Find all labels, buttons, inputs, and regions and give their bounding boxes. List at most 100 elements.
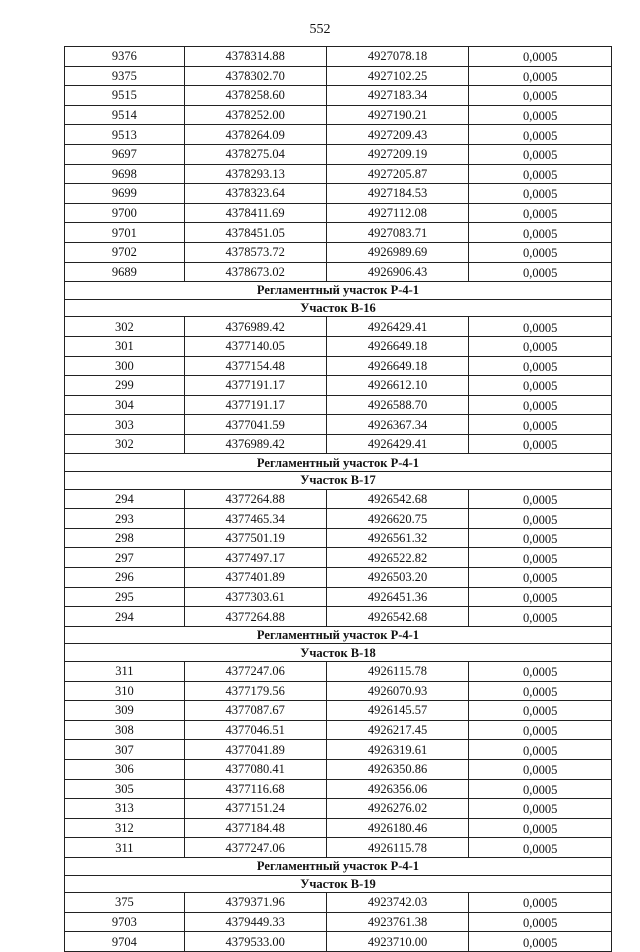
point-number-cell: 311 <box>64 837 185 858</box>
point-number-cell: 9514 <box>64 104 185 126</box>
section-title: Регламентный участок Р-4-1 <box>64 625 612 645</box>
section-title: Регламентный участок Р-4-1 <box>64 281 612 300</box>
table-row: 302 4376989.42 4926429.41 0,0005 <box>64 316 612 337</box>
table-row: 9703 4379449.33 4923761.38 0,0005 <box>64 911 612 933</box>
subsection-title: Участок В-17 <box>64 471 612 490</box>
x-coordinate-cell: 4377116.68 <box>183 778 327 800</box>
y-coordinate-cell: 4927190.21 <box>325 104 470 126</box>
accuracy-cell: 0,0005 <box>468 837 612 858</box>
y-coordinate-cell: 4926620.75 <box>325 508 470 529</box>
y-coordinate-cell: 4927209.19 <box>325 143 470 165</box>
x-coordinate-cell: 4379449.33 <box>183 911 327 933</box>
table-row: 9515 4378258.60 4927183.34 0,0005 <box>64 85 612 106</box>
x-coordinate-cell: 4376989.42 <box>183 433 327 455</box>
x-coordinate-cell: 4378252.00 <box>183 104 327 126</box>
accuracy-cell: 0,0005 <box>468 104 612 126</box>
accuracy-cell: 0,0005 <box>468 739 612 760</box>
table-row: 304 4377191.17 4926588.70 0,0005 <box>64 394 612 416</box>
table-row: 293 4377465.34 4926620.75 0,0005 <box>64 508 612 529</box>
accuracy-cell: 0,0005 <box>468 798 612 819</box>
point-number-cell: 309 <box>64 700 185 721</box>
x-coordinate-cell: 4377041.59 <box>183 414 327 435</box>
point-number-cell: 297 <box>64 547 185 569</box>
accuracy-cell: 0,0005 <box>468 719 612 741</box>
point-number-cell: 303 <box>64 414 185 435</box>
point-number-cell: 9376 <box>64 46 185 67</box>
accuracy-cell: 0,0005 <box>468 661 612 682</box>
table-row: 295 4377303.61 4926451.36 0,0005 <box>64 586 612 608</box>
y-coordinate-cell: 4926276.02 <box>325 798 470 819</box>
point-number-cell: 307 <box>64 739 185 760</box>
table-row: 9698 4378293.13 4927205.87 0,0005 <box>64 163 612 185</box>
table-row: 9513 4378264.09 4927209.43 0,0005 <box>64 124 612 145</box>
point-number-cell: 9513 <box>64 124 185 145</box>
table-row: 305 4377116.68 4926356.06 0,0005 <box>64 778 612 800</box>
accuracy-cell: 0,0005 <box>468 222 612 243</box>
point-number-cell: 308 <box>64 719 185 741</box>
page-number: 552 <box>309 22 331 37</box>
y-coordinate-cell: 4926649.18 <box>325 335 470 357</box>
section-header-row: Регламентный участок Р-4-1 <box>64 281 612 300</box>
y-coordinate-cell: 4927184.53 <box>325 183 470 204</box>
table-row: 308 4377046.51 4926217.45 0,0005 <box>64 719 612 741</box>
point-number-cell: 375 <box>64 892 185 913</box>
point-number-cell: 304 <box>64 394 185 416</box>
table-row: 294 4377264.88 4926542.68 0,0005 <box>64 488 612 510</box>
accuracy-cell: 0,0005 <box>468 547 612 569</box>
y-coordinate-cell: 4927112.08 <box>325 202 470 224</box>
table-body: 9376 4378314.88 4927078.18 0,0005 9375 437830… <box>64 46 612 952</box>
point-number-cell: 306 <box>64 758 185 780</box>
y-coordinate-cell: 4927083.71 <box>325 222 470 243</box>
x-coordinate-cell: 4378451.05 <box>183 222 327 243</box>
x-coordinate-cell: 4377303.61 <box>183 586 327 608</box>
x-coordinate-cell: 4377247.06 <box>183 661 327 682</box>
point-number-cell: 294 <box>64 606 185 627</box>
accuracy-cell: 0,0005 <box>468 508 612 529</box>
y-coordinate-cell: 4926350.86 <box>325 758 470 780</box>
accuracy-cell: 0,0005 <box>468 124 612 145</box>
table-row: 311 4377247.06 4926115.78 0,0005 <box>64 837 612 858</box>
point-number-cell: 9701 <box>64 222 185 243</box>
y-coordinate-cell: 4926989.69 <box>325 241 470 263</box>
accuracy-cell: 0,0005 <box>468 85 612 106</box>
x-coordinate-cell: 4378258.60 <box>183 85 327 106</box>
point-number-cell: 9697 <box>64 143 185 165</box>
x-coordinate-cell: 4378264.09 <box>183 124 327 145</box>
point-number-cell: 9700 <box>64 202 185 224</box>
x-coordinate-cell: 4378323.64 <box>183 183 327 204</box>
x-coordinate-cell: 4377465.34 <box>183 508 327 529</box>
accuracy-cell: 0,0005 <box>468 606 612 627</box>
y-coordinate-cell: 4927102.25 <box>325 65 470 87</box>
x-coordinate-cell: 4377046.51 <box>183 719 327 741</box>
accuracy-cell: 0,0005 <box>468 316 612 337</box>
table-row: 9375 4378302.70 4927102.25 0,0005 <box>64 65 612 87</box>
y-coordinate-cell: 4923742.03 <box>325 892 470 913</box>
y-coordinate-cell: 4926561.32 <box>325 527 470 549</box>
accuracy-cell: 0,0005 <box>468 65 612 87</box>
table-row: 9697 4378275.04 4927209.19 0,0005 <box>64 143 612 165</box>
x-coordinate-cell: 4377151.24 <box>183 798 327 819</box>
point-number-cell: 301 <box>64 335 185 357</box>
subsection-header-row: Участок В-17 <box>64 471 612 490</box>
table-row: 9700 4378411.69 4927112.08 0,0005 <box>64 202 612 224</box>
point-number-cell: 9704 <box>64 931 185 952</box>
table-row: 296 4377401.89 4926503.20 0,0005 <box>64 567 612 588</box>
accuracy-cell: 0,0005 <box>468 143 612 165</box>
y-coordinate-cell: 4927209.43 <box>325 124 470 145</box>
y-coordinate-cell: 4926542.68 <box>325 488 470 510</box>
subsection-header-row: Участок В-18 <box>64 643 612 662</box>
accuracy-cell: 0,0005 <box>468 778 612 800</box>
x-coordinate-cell: 4378673.02 <box>183 261 327 283</box>
y-coordinate-cell: 4926356.06 <box>325 778 470 800</box>
subsection-header-row: Участок В-19 <box>64 874 612 894</box>
table-row: 299 4377191.17 4926612.10 0,0005 <box>64 375 612 396</box>
x-coordinate-cell: 4377179.56 <box>183 680 327 702</box>
accuracy-cell: 0,0005 <box>468 433 612 455</box>
y-coordinate-cell: 4926115.78 <box>325 661 470 682</box>
point-number-cell: 9699 <box>64 183 185 204</box>
y-coordinate-cell: 4926115.78 <box>325 837 470 858</box>
table-row: 306 4377080.41 4926350.86 0,0005 <box>64 758 612 780</box>
accuracy-cell: 0,0005 <box>468 414 612 435</box>
accuracy-cell: 0,0005 <box>468 911 612 933</box>
point-number-cell: 310 <box>64 680 185 702</box>
